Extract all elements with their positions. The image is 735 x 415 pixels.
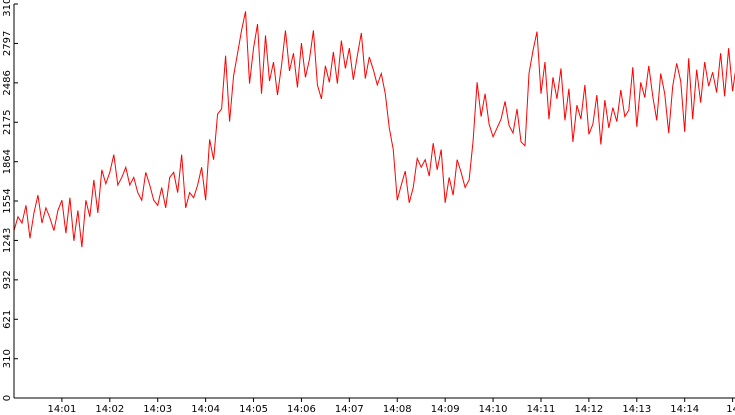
y-tick-label: 2797 <box>2 31 13 56</box>
y-tick-label: 1554 <box>2 188 13 213</box>
y-tick-label: 1864 <box>2 149 13 174</box>
x-tick-label: 14:03 <box>143 404 172 415</box>
x-tick-label: 14:05 <box>239 404 268 415</box>
x-tick-label: 14:02 <box>95 404 124 415</box>
y-tick-label: 1243 <box>2 228 13 253</box>
x-tick-label: 14:09 <box>431 404 460 415</box>
y-tick-label: 2175 <box>2 110 13 135</box>
x-tick-label: 14:11 <box>527 404 556 415</box>
y-tick-label: 621 <box>2 310 13 329</box>
series-line <box>13 11 735 248</box>
x-tick-label: 14:06 <box>287 404 316 415</box>
y-tick-label: 0 <box>2 395 13 401</box>
y-tick-label: 932 <box>2 270 13 289</box>
x-axis: 14:01 14:02 14:03 14:04 14:05 14:06 14:07 14:08… <box>14 397 735 415</box>
x-tick-label: 14:14 <box>670 404 699 415</box>
y-tick-label: 3108 <box>2 0 13 17</box>
x-tick-label: 14 <box>726 404 735 415</box>
y-tick-label: 2486 <box>2 70 13 95</box>
series-layer <box>13 11 735 248</box>
x-tick-label: 14:10 <box>479 404 508 415</box>
x-tick-label: 14:12 <box>574 404 603 415</box>
x-tick-label: 14:01 <box>47 404 76 415</box>
y-axis: 0 310 621 932 1243 1554 1864 2175 2486 2797 3108 <box>2 0 18 401</box>
x-tick-label: 14:07 <box>335 404 364 415</box>
x-tick-label: 14:08 <box>383 404 412 415</box>
x-tick-label: 14:04 <box>191 404 220 415</box>
y-tick-label: 310 <box>2 349 13 368</box>
x-tick-label: 14:13 <box>622 404 651 415</box>
